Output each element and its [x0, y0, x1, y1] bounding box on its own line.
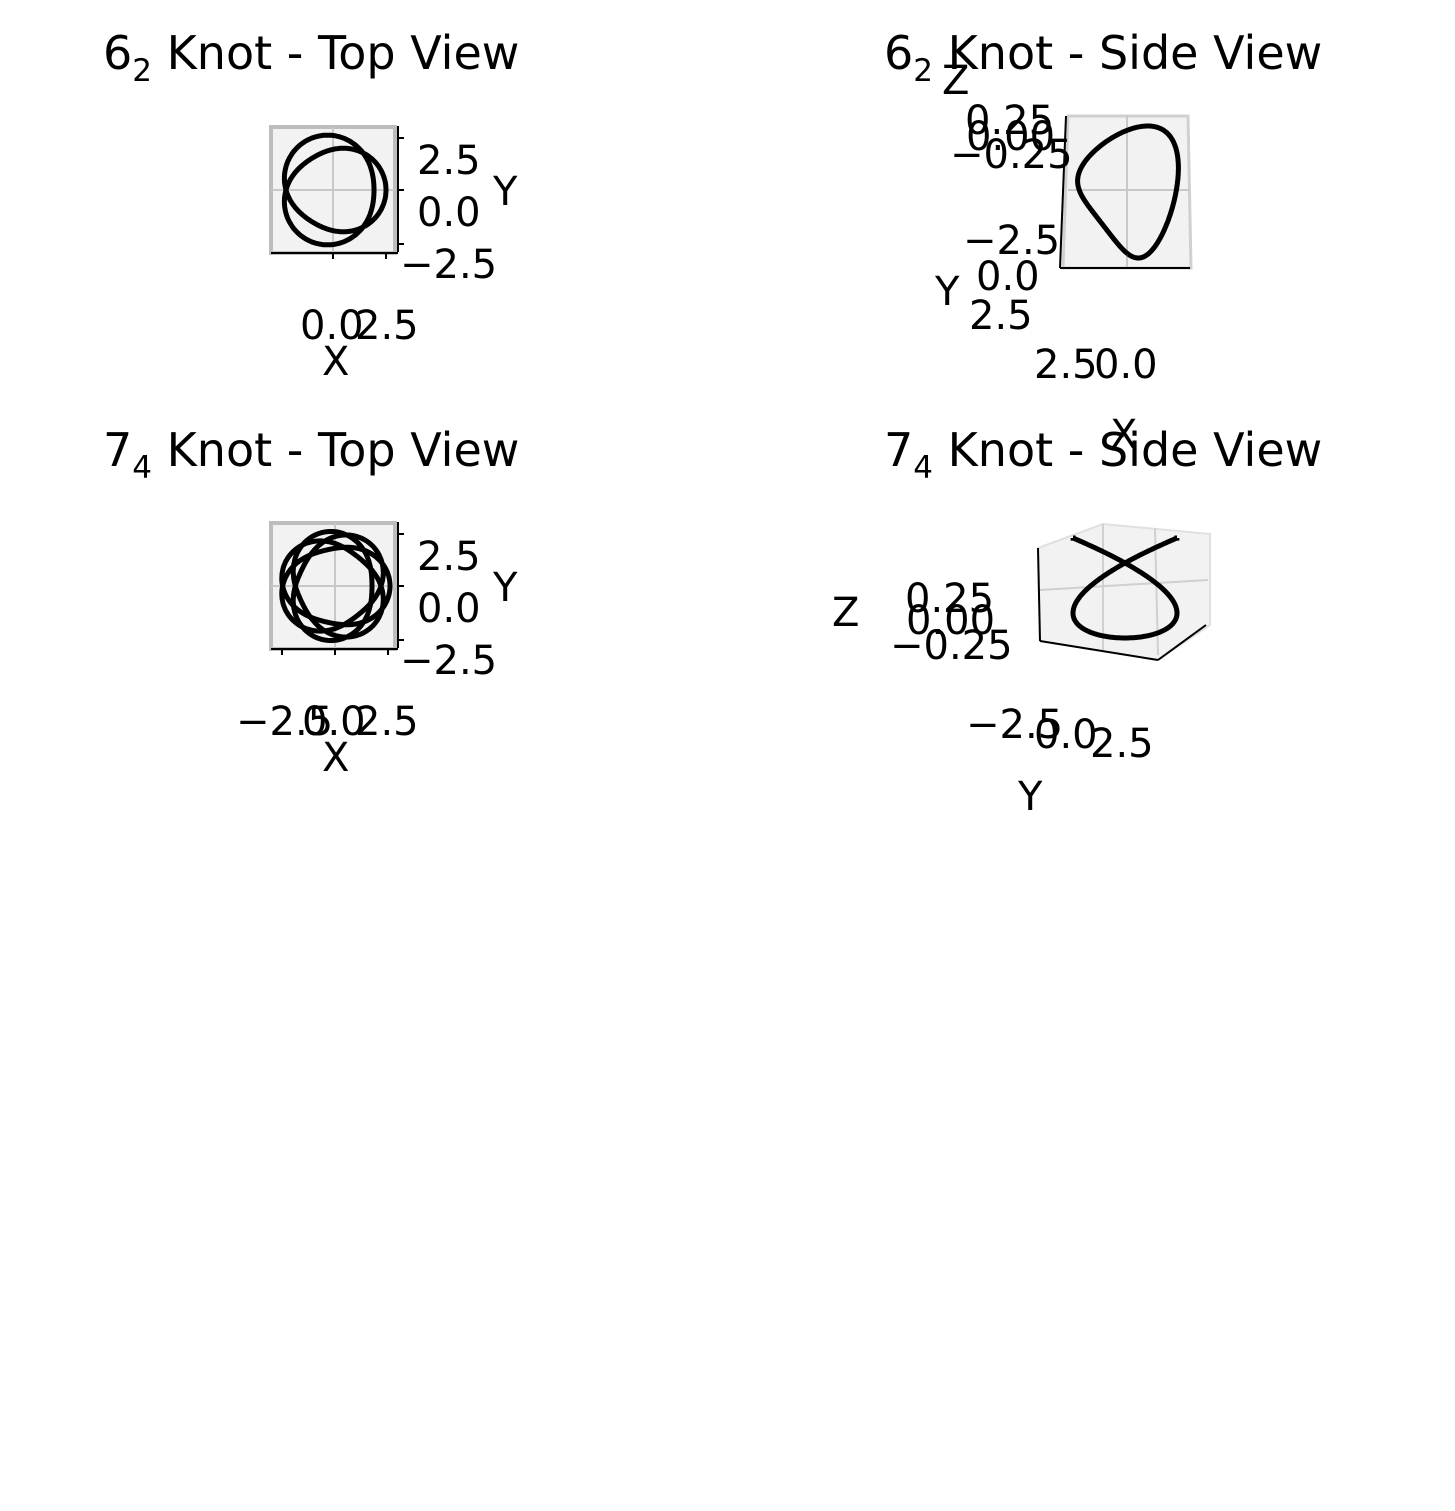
- panel2-axes: Z 0.25 0.00 −0.25 −2.5 0.0 2.5 Y 2.5 0.0…: [934, 58, 1193, 458]
- panel1-xtick-label: 2.5: [355, 303, 419, 349]
- panel1-xtick-label: 0.0: [300, 303, 364, 349]
- panel3-title-rest: Knot - Top View: [152, 423, 520, 477]
- panel1-ylabel: Y: [492, 169, 518, 215]
- panel4-zaxis-line: [1037, 547, 1041, 642]
- panel1-axes: 2.5 0.0 −2.5 Y 0.0 2.5 X: [269, 125, 518, 385]
- panel3-knot-curve: [279, 529, 393, 643]
- panel3-xtick-label: 2.5: [355, 699, 419, 745]
- panel1-ytick-label: 0.0: [417, 190, 481, 236]
- panel4-title-sub: 4: [913, 450, 934, 486]
- panel1-ytick-label: 2.5: [417, 138, 481, 184]
- panel2-ztick-label: 0.25: [965, 98, 1054, 144]
- panel2-zaxis-line: [1059, 115, 1067, 269]
- panel3-xtick-label: −2.5: [236, 699, 333, 745]
- panel1-title-sub: 2: [132, 53, 153, 89]
- panel2-zlabel: Z: [942, 58, 969, 104]
- panel2-title-main: 6: [884, 26, 914, 80]
- panel4-title-main: 7: [884, 423, 914, 477]
- panel2-xlabel: X: [1110, 412, 1137, 458]
- panel2-xtick-label: 2.5: [1034, 342, 1098, 388]
- panel2-title: 62 Knot - Side View: [884, 30, 1322, 87]
- panel2-ztick-label: 0.00: [966, 114, 1055, 160]
- panel4-ztick-label: 0.00: [906, 598, 995, 644]
- panel1-knot-curve: [281, 132, 389, 248]
- panel4-ytick-label: 2.5: [1090, 721, 1154, 767]
- panel1-xlabel: X: [322, 339, 349, 385]
- panel4-zlabel: Z: [832, 590, 859, 636]
- panel2-ytick-label: −2.5: [963, 218, 1060, 264]
- panel4-yaxis-line: [1039, 640, 1159, 661]
- panel4-ztick-label: −0.25: [890, 623, 1013, 669]
- panel4-axes: Z 0.25 0.00 −0.25 −2.5 0.0 2.5 Y: [832, 522, 1211, 820]
- panel2-knot-curve: [1075, 123, 1181, 261]
- panel3-title-sub: 4: [132, 450, 153, 486]
- panel3-ytick-label: −2.5: [400, 638, 497, 684]
- panel1-title: 62 Knot - Top View: [103, 30, 519, 87]
- panel4-title-rest: Knot - Side View: [933, 423, 1323, 477]
- panel3-ytick-label: 0.0: [417, 586, 481, 632]
- panel3-ylabel: Y: [492, 565, 518, 611]
- panel2-ytick-label: 2.5: [969, 293, 1033, 339]
- panel1-title-main: 6: [103, 26, 133, 80]
- panel2-xtick-label: 0.0: [1094, 342, 1158, 388]
- panel1-title-rest: Knot - Top View: [152, 26, 520, 80]
- panel3-xtick-label: 0.0: [302, 699, 366, 745]
- panel2-ytick-label: 0.0: [976, 254, 1040, 300]
- panel2-title-rest: Knot - Side View: [933, 26, 1323, 80]
- panel3-axes: 2.5 0.0 −2.5 Y −2.5 0.0 2.5 X: [236, 521, 518, 781]
- panel4-title: 74 Knot - Side View: [884, 427, 1322, 484]
- panel4-xaxis-line: [1157, 624, 1207, 661]
- panel3-title: 74 Knot - Top View: [103, 427, 519, 484]
- panel4-ytick-label: −2.5: [966, 702, 1063, 748]
- panel3-xlabel: X: [322, 735, 349, 781]
- panel2-ztick-label: −0.25: [950, 132, 1073, 178]
- panel4-ytick-label: 0.0: [1034, 712, 1098, 758]
- panel1-ytick-label: −2.5: [400, 242, 497, 288]
- panel2-ylabel: Y: [934, 269, 960, 315]
- panel3-ytick-label: 2.5: [417, 534, 481, 580]
- panel2-title-sub: 2: [913, 53, 934, 89]
- panel4-grid: [1039, 579, 1209, 591]
- panel3-title-main: 7: [103, 423, 133, 477]
- panel4-knot-curve: [1070, 535, 1180, 641]
- panel4-ylabel: Y: [1017, 774, 1043, 820]
- panel4-ztick-label: 0.25: [905, 576, 994, 622]
